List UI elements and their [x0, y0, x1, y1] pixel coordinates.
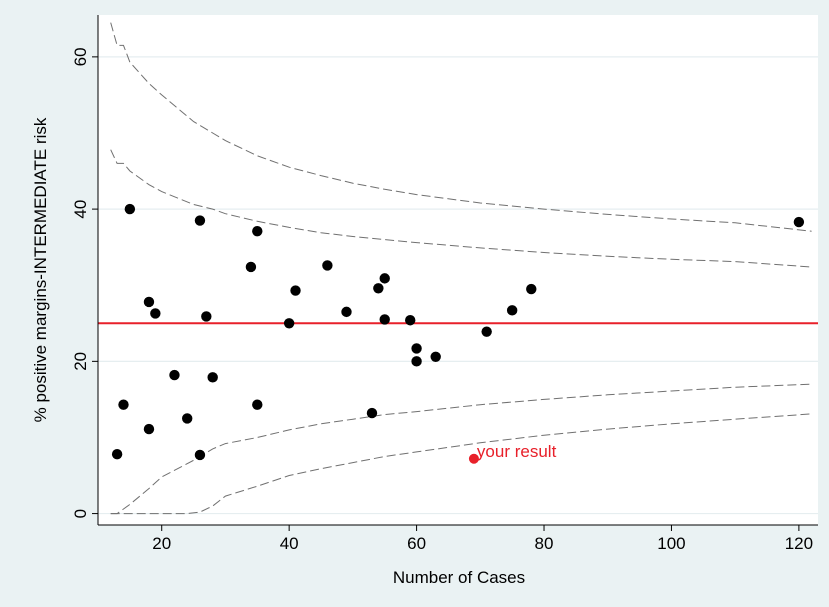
x-tick-label-2: 60: [407, 534, 426, 553]
y-tick-label-3: 60: [71, 47, 90, 66]
data-point-20: [366, 407, 378, 419]
y-tick-label-0: 0: [71, 509, 90, 518]
data-point-8: [182, 413, 193, 424]
highlight-label: your result: [477, 442, 557, 461]
data-point-5: [143, 423, 155, 435]
data-point-19: [341, 306, 352, 318]
data-point-26: [411, 356, 422, 367]
limit-curve-3: [110, 383, 812, 515]
data-point-9: [194, 215, 206, 226]
data-point-10: [194, 449, 206, 461]
x-axis-title: Number of Cases: [393, 568, 525, 587]
data-points: [111, 203, 805, 461]
data-point-28: [481, 326, 492, 337]
data-point-24: [405, 315, 416, 326]
highlight-point: [468, 453, 479, 464]
data-point-15: [252, 399, 263, 410]
plot-area: [98, 15, 818, 525]
data-point-13: [245, 261, 257, 273]
data-point-18: [322, 260, 333, 271]
data-point-29: [506, 305, 518, 316]
data-point-27: [430, 351, 441, 362]
data-point-17: [290, 285, 301, 296]
data-point-11: [201, 311, 212, 322]
data-point-7: [169, 369, 180, 381]
gridlines: [98, 56, 818, 515]
data-point-25: [411, 343, 422, 354]
data-point-22: [379, 273, 390, 284]
x-tick-label-3: 80: [535, 534, 554, 553]
data-point-12: [207, 372, 218, 383]
axes: 20 40 60 80 100 120 0 20 40 60: [71, 15, 818, 553]
limit-curve-1: [110, 22, 812, 232]
x-tick-label-5: 120: [785, 534, 813, 553]
data-point-14: [252, 225, 263, 237]
data-point-4: [143, 296, 155, 308]
y-tick-label-1: 20: [71, 352, 90, 371]
control-limit-curves: [110, 22, 812, 515]
x-tick-label-0: 20: [152, 534, 171, 553]
data-point-23: [379, 314, 390, 325]
y-axis-title: % positive margins-INTERMEDIATE risk: [31, 117, 50, 422]
data-point-6: [150, 308, 161, 319]
limit-curve-4: [110, 413, 812, 515]
data-point-1: [111, 449, 123, 460]
x-tick-label-4: 100: [657, 534, 685, 553]
y-tick-label-2: 40: [71, 200, 90, 219]
data-point-2: [118, 399, 129, 410]
data-point-31: [793, 216, 805, 228]
data-point-21: [373, 283, 384, 294]
data-point-16: [283, 318, 295, 329]
limit-curve-2: [110, 149, 812, 268]
data-point-3: [124, 203, 136, 215]
x-tick-label-1: 40: [280, 534, 299, 553]
data-point-30: [526, 283, 537, 295]
